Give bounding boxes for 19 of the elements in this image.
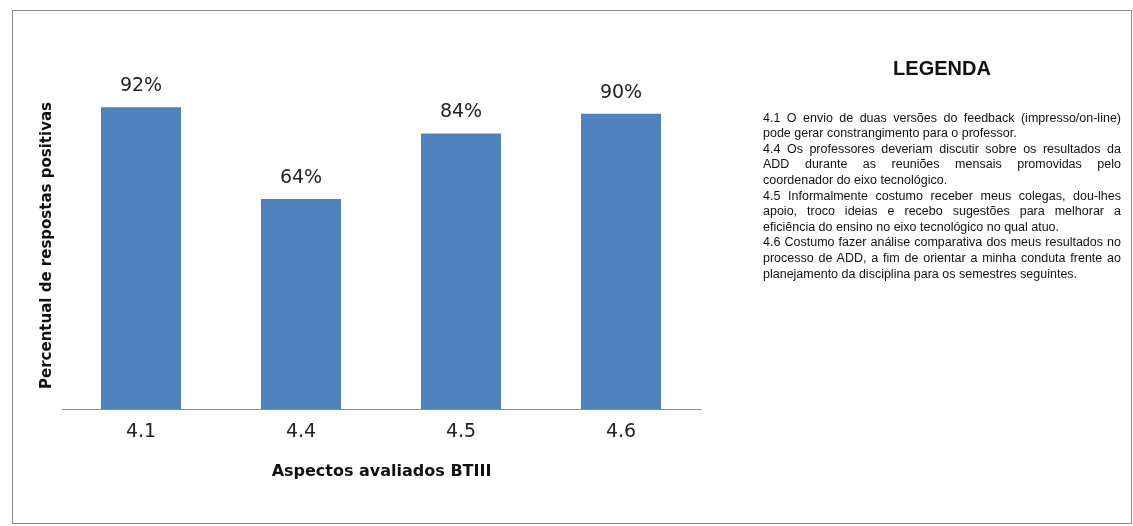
data-label: 92%: [119, 73, 163, 96]
bar: [261, 199, 341, 409]
bar: [581, 113, 661, 409]
x-tick-label: 4.1: [125, 418, 157, 441]
y-axis-title: Percentual de respostas positivas: [36, 101, 55, 389]
bar: [101, 107, 181, 409]
data-label: 84%: [439, 99, 483, 122]
x-tick-label: 4.6: [605, 418, 637, 441]
x-tick-label: 4.4: [285, 418, 317, 441]
text: 4.1 O envio de duas versões do feedback (impresso/on-line) pode gerar constrangimento para o professor.: [763, 110, 1121, 142]
text: 4.6 Costumo fazer análise comparativa dos meus resultados no processo de ADD, a fim de orientar a minha conduta frente ao planejamento da disciplina para os semestres seguintes.: [763, 235, 1121, 283]
text: 4.4 Os professores deveriam discutir sobre os resultados da ADD durante as reuniões mensais promovidas pelo coordenador do eixo tecnológico.: [763, 141, 1121, 189]
x-axis-title: Aspectos avaliados BTIII: [271, 460, 492, 480]
data-label: 64%: [279, 165, 323, 188]
text: 4.5 Informalmente costumo receber meus colegas, dou-lhes apoio, troco ideias e recebo sugestões para melhorar a eficiência do ensino no eixo tecnológico no qual atuo.: [763, 188, 1121, 236]
text: LEGENDA: [892, 57, 992, 79]
bar: [421, 133, 501, 409]
data-label: 90%: [599, 79, 643, 102]
x-tick-label: 4.5: [445, 418, 477, 441]
